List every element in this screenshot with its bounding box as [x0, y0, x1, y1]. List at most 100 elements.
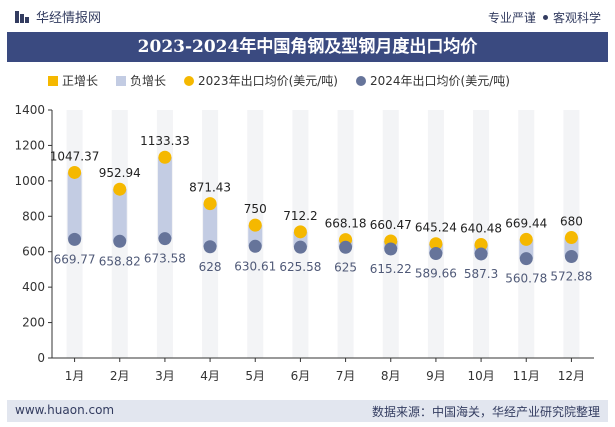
data-label-2023: 871.43: [189, 181, 231, 195]
point-2024: [339, 240, 353, 254]
point-2024: [474, 247, 488, 261]
data-label-2024: 630.61: [234, 259, 276, 273]
legend-swatch-negative: [116, 75, 127, 86]
column-band: [427, 110, 444, 358]
point-2024: [158, 232, 172, 246]
y-tick-label: 600: [22, 245, 45, 259]
data-label-2023: 1047.37: [50, 149, 100, 163]
data-label-2023: 952.94: [99, 166, 141, 180]
data-label-2024: 669.77: [54, 252, 96, 266]
legend-label-2024: 2024年出口均价(美元/吨): [369, 74, 510, 88]
legend-item-negative: 负增长: [116, 72, 166, 89]
data-label-2024: 625: [334, 260, 357, 274]
data-label-2024: 673.58: [144, 252, 186, 266]
data-label-2024: 625.58: [279, 260, 321, 274]
point-2023: [68, 165, 82, 179]
data-label-2024: 589.66: [415, 267, 457, 281]
data-label-2024: 572.88: [550, 270, 592, 284]
point-2024: [519, 252, 533, 266]
point-2024: [384, 242, 398, 256]
brand: 华经情报网: [14, 7, 101, 26]
x-tick-label: 11月: [513, 369, 540, 383]
point-2024: [293, 240, 307, 254]
x-tick-label: 9月: [426, 369, 446, 383]
tagline-right: 客观科学: [552, 11, 601, 25]
y-tick-label: 800: [22, 209, 45, 223]
point-2023: [113, 182, 127, 196]
x-tick-label: 1月: [65, 369, 85, 383]
chart-legend: 正增长 负增长 2023年出口均价(美元/吨) 2024年出口均价(美元/吨): [48, 72, 510, 89]
point-2023: [248, 218, 262, 232]
point-2023: [564, 231, 578, 245]
brand-name: 华经情报网: [36, 11, 102, 26]
chart-title: 2023-2024年中国角钢及型钢月度出口均价: [137, 37, 478, 57]
data-label-2023: 640.48: [460, 222, 502, 236]
data-label-2023: 750: [244, 202, 267, 216]
point-2023: [474, 238, 488, 252]
data-label-2024: 628: [199, 260, 222, 274]
change-bar: [112, 189, 127, 242]
data-label-2023: 680: [560, 215, 583, 229]
y-tick-label: 400: [22, 280, 45, 294]
y-tick-label: 0: [37, 351, 45, 365]
y-tick-label: 200: [22, 316, 45, 330]
data-label-2023: 712.2: [283, 209, 317, 223]
point-2024: [248, 239, 262, 253]
legend-item-2023: 2023年出口均价(美元/吨): [184, 72, 338, 89]
column-band: [382, 110, 399, 358]
legend-item-positive: 正增长: [48, 72, 98, 89]
tagline-dot: [542, 15, 548, 20]
x-tick-label: 4月: [200, 369, 220, 383]
data-label-2024: 658.82: [99, 254, 141, 268]
x-tick-label: 6月: [291, 369, 311, 383]
data-label-2024: 587.3: [464, 267, 498, 281]
point-2024: [113, 234, 127, 248]
x-tick-label: 7月: [336, 369, 356, 383]
tagline: 专业严谨 客观科学: [488, 9, 601, 26]
chart-plot: 0 200 400 600 800 1000 1200 1400 1月 2月 3月 4月 5月 6月 7月 8…: [14, 103, 594, 383]
y-tick-label: 1000: [14, 174, 45, 188]
x-tick-label: 3月: [155, 369, 175, 383]
point-2023: [519, 232, 533, 246]
footer-source: 数据来源：中国海关，华经产业研究院整理: [371, 405, 600, 419]
x-tick-label: 5月: [245, 369, 265, 383]
x-tick-label: 2月: [110, 369, 130, 383]
tagline-left: 专业严谨: [487, 11, 536, 25]
point-2023: [158, 150, 172, 164]
data-label-2023: 660.47: [370, 218, 412, 232]
point-2023: [203, 197, 217, 211]
point-2024: [68, 232, 82, 246]
change-bar: [67, 172, 82, 240]
title-bar: 2023-2024年中国角钢及型钢月度出口均价: [7, 32, 608, 62]
brand-logo-icon: [15, 10, 29, 23]
data-label-2023: 669.44: [505, 216, 547, 230]
point-2023: [429, 237, 443, 251]
x-tick-label: 12月: [558, 369, 585, 383]
x-tick-label: 10月: [467, 369, 494, 383]
data-label-2023: 645.24: [415, 221, 457, 235]
point-2024: [429, 247, 443, 261]
legend-swatch-2023: [184, 75, 195, 86]
y-tick-label: 1200: [14, 138, 45, 152]
change-bar: [157, 157, 172, 239]
data-label-2023: 668.18: [325, 217, 367, 231]
change-bar: [203, 203, 218, 247]
y-tick-label: 1400: [14, 103, 45, 117]
legend-label-2023: 2023年出口均价(美元/吨): [198, 74, 338, 88]
point-2024: [203, 240, 217, 254]
legend-swatch-positive: [48, 75, 58, 86]
data-label-2024: 615.22: [370, 262, 412, 276]
footer: www.huaon.com 数据来源：中国海关，华经产业研究院整理: [7, 400, 608, 422]
x-tick-label: 8月: [381, 369, 401, 383]
data-label-2023: 1133.33: [140, 134, 190, 148]
column-band: [473, 110, 490, 358]
legend-label-negative: 负增长: [130, 74, 167, 88]
point-2023: [293, 225, 307, 239]
legend-swatch-2024: [355, 75, 366, 86]
point-2024: [564, 250, 578, 264]
data-label-2024: 560.78: [505, 272, 547, 286]
legend-label-positive: 正增长: [62, 74, 99, 88]
legend-item-2024: 2024年出口均价(美元/吨): [355, 72, 510, 89]
top-bar: 华经情报网 专业严谨 客观科学: [0, 0, 615, 32]
footer-website: www.huaon.com: [15, 403, 115, 417]
